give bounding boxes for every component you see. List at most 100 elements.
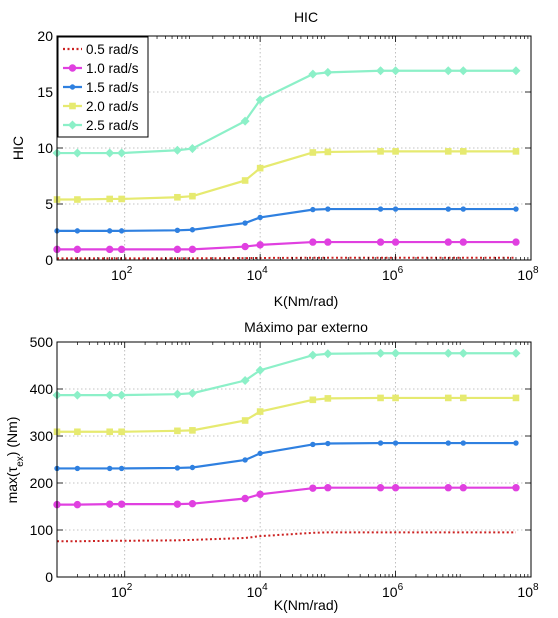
series-2-point <box>377 440 384 446</box>
chart-title: Máximo par externo <box>244 319 368 335</box>
series-3-point <box>189 192 196 200</box>
series-4-point <box>240 376 250 386</box>
legend-marker-3 <box>69 102 76 110</box>
series-3-point <box>118 195 125 203</box>
series-1-point <box>173 500 182 508</box>
axes-box <box>56 341 532 578</box>
series-1-point <box>391 238 400 246</box>
hic-chart: HIC 102 104 106 108 0 5 10 15 20 K(Nm/rad) HIC 0… <box>10 9 539 309</box>
chart-title: HIC <box>294 9 318 25</box>
series-3-point <box>74 196 81 203</box>
series-2-point <box>392 206 399 212</box>
series-4-point <box>308 69 318 79</box>
y-axis-label: max(τex) (Nm) <box>4 417 26 504</box>
series-4-point <box>391 66 401 76</box>
series-4-point <box>105 148 115 158</box>
y-tick-label: 20 <box>37 28 53 44</box>
y-tick-label: 200 <box>30 475 54 491</box>
series-1-point <box>376 238 385 246</box>
y-tick-label: 400 <box>30 381 54 397</box>
series-1-point <box>241 494 249 503</box>
series-3-point <box>256 164 264 172</box>
y-axis-label-sub: ex <box>15 456 26 467</box>
legend-label-1: 1.0 rad/s <box>86 61 139 76</box>
series-2-point <box>257 214 263 221</box>
y-axis-label-tail: ) (Nm) <box>4 417 20 457</box>
series-2-point <box>310 206 316 213</box>
series-1-point <box>324 484 332 492</box>
x-tick-label: 108 <box>517 265 539 283</box>
series-2-point <box>460 206 466 212</box>
series-1-point <box>309 484 317 492</box>
series-3-point <box>189 427 196 434</box>
series-3-point <box>106 428 113 436</box>
series-2-point <box>513 440 519 446</box>
series-3-point <box>377 394 384 402</box>
series-3-point <box>241 417 249 424</box>
max-external-torque-chart: Máximo par externo 102 104 106 108 0 100 200 30… <box>4 319 539 613</box>
series-4-point <box>172 389 182 399</box>
series-2-point <box>513 206 519 212</box>
y-axis-label-main: max(τ <box>4 466 20 503</box>
series-line-0 <box>57 531 516 543</box>
legend-label-2: 1.5 rad/s <box>86 80 139 95</box>
y-tick-label: 5 <box>45 196 53 212</box>
series-1-point <box>105 500 114 508</box>
series-2-point <box>118 465 125 472</box>
legend-label-4: 2.5 rad/s <box>86 118 139 133</box>
series-1-point <box>444 484 452 492</box>
series-4-point <box>172 145 182 155</box>
series-2-point <box>460 440 466 446</box>
series-2-point <box>377 206 384 212</box>
series-1-point <box>117 500 126 508</box>
series-4-point <box>323 67 333 77</box>
series-1-point <box>444 238 452 246</box>
series-2-point <box>118 228 125 234</box>
series-1-point <box>309 238 317 246</box>
series-3-point <box>512 394 520 402</box>
series-1-point <box>256 490 264 498</box>
series-4-point <box>117 390 127 400</box>
series-1-point <box>188 499 197 508</box>
series-2-point <box>174 465 181 471</box>
series-4-point <box>105 390 115 400</box>
series-1-point <box>188 245 197 254</box>
hic-legend: 0.5 rad/s 1.0 rad/s 1.5 rad/s 2.0 rad/s 2.5 … <box>57 36 149 138</box>
series-3-point <box>324 395 332 402</box>
x-tick-label: 106 <box>382 265 404 283</box>
series-1-point <box>73 245 82 254</box>
series-2-point <box>106 228 113 234</box>
series-2-point <box>74 465 81 472</box>
series-3-point <box>392 394 399 402</box>
series-3-point <box>512 148 520 155</box>
series-3-point <box>392 148 399 155</box>
series-4-point <box>117 148 127 158</box>
x-tick-label: 102 <box>111 582 133 600</box>
series-3-point <box>256 408 264 415</box>
x-tick-label: 108 <box>517 582 539 600</box>
series-3-point <box>174 193 181 201</box>
series-2-point <box>325 440 331 447</box>
series-4-point <box>255 95 265 105</box>
x-tick-label: 104 <box>247 265 269 283</box>
series-3-point <box>174 427 181 435</box>
series-1-point <box>117 245 126 254</box>
series-4-point <box>458 66 468 76</box>
series-4-point <box>255 365 265 375</box>
series-4-point <box>240 116 250 126</box>
series-4-point <box>511 348 521 358</box>
series-4-point <box>458 348 468 358</box>
series-2-point <box>445 206 451 212</box>
series-4-point <box>376 66 386 76</box>
series-2-point <box>189 227 196 233</box>
y-tick-label: 0 <box>45 252 53 268</box>
series-1-point <box>512 238 520 246</box>
series-1-point <box>459 484 467 492</box>
series-1-point <box>459 238 467 246</box>
series-1-point <box>241 242 249 251</box>
y-tick-label: 500 <box>30 334 54 350</box>
series-1-point <box>376 484 385 492</box>
series-2-point <box>174 227 181 234</box>
series-4-point <box>72 390 82 400</box>
series-3-point <box>444 394 452 402</box>
